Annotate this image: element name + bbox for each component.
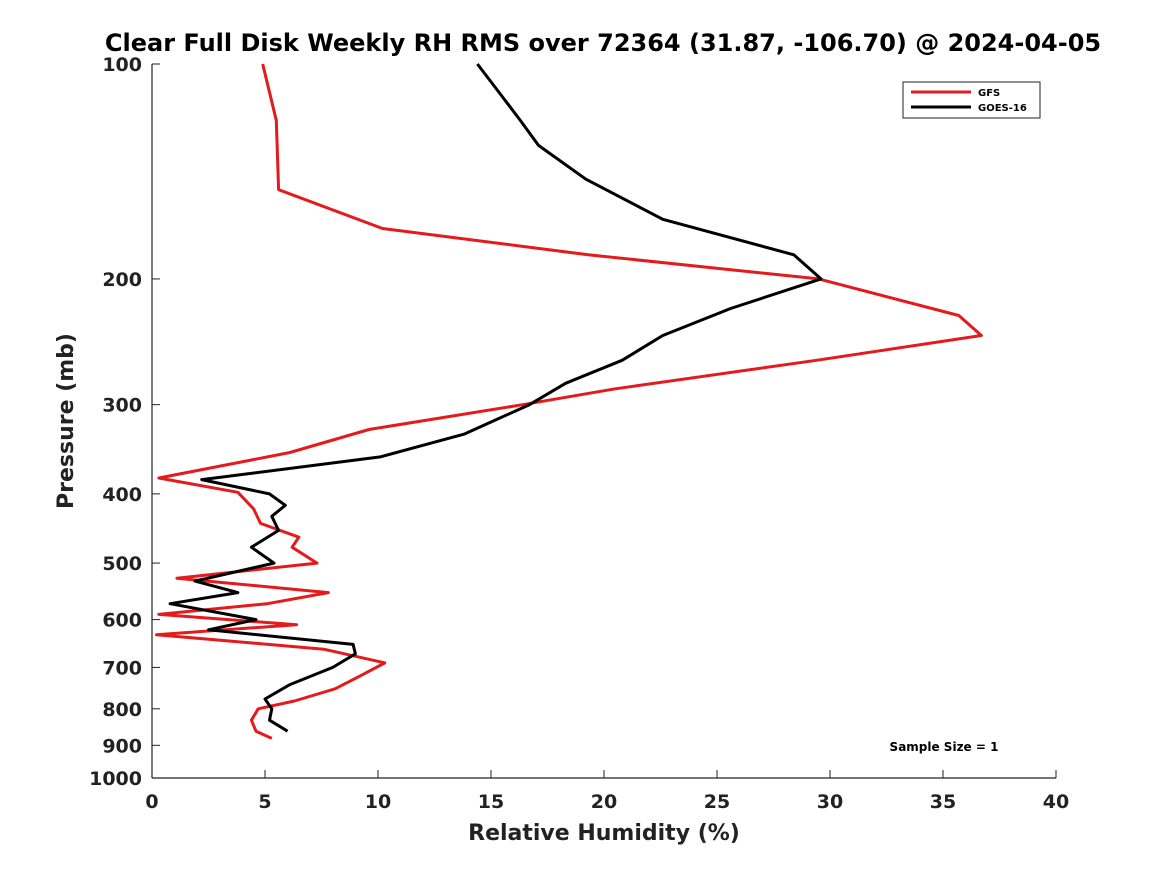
x-tick-label: 15 bbox=[478, 791, 504, 813]
series-layer bbox=[155, 63, 983, 740]
y-tick-label: 300 bbox=[102, 395, 142, 417]
x-tick-label: 10 bbox=[365, 791, 391, 813]
x-tick-label: 40 bbox=[1043, 791, 1069, 813]
y-tick-label: 600 bbox=[102, 610, 142, 632]
x-tick-label: 35 bbox=[930, 791, 956, 813]
x-tick-label: 20 bbox=[591, 791, 617, 813]
series-line-goes-16 bbox=[168, 63, 823, 733]
sample-size-annotation: Sample Size = 1 bbox=[890, 740, 999, 754]
chart-title: Clear Full Disk Weekly RH RMS over 72364… bbox=[105, 29, 1101, 57]
x-tick-label: 5 bbox=[258, 791, 271, 813]
legend-box bbox=[902, 81, 1041, 119]
x-axis-label: Relative Humidity (%) bbox=[468, 821, 740, 846]
legend-label: GOES-16 bbox=[978, 103, 1027, 114]
x-tick-label: 0 bbox=[145, 791, 158, 813]
legend-label: GFS bbox=[978, 88, 1000, 99]
y-axis-label: Pressure (mb) bbox=[54, 333, 79, 509]
series-line-gfs bbox=[155, 63, 983, 740]
legend: GFS GOES-16 bbox=[902, 81, 1041, 119]
y-tick-label: 1000 bbox=[89, 768, 142, 790]
y-tick-label: 900 bbox=[102, 735, 142, 757]
y-tick-label: 400 bbox=[102, 484, 142, 506]
y-tick-label: 200 bbox=[102, 269, 142, 291]
x-tick-label: 30 bbox=[817, 791, 843, 813]
x-tick-label: 25 bbox=[704, 791, 730, 813]
y-tick-label: 100 bbox=[102, 54, 142, 76]
y-tick-label: 500 bbox=[102, 553, 142, 575]
axes: 0 5 10 15 20 25 30 35 40 100 200 300 400 500 600 700 800… bbox=[89, 54, 1069, 813]
y-tick-label: 800 bbox=[102, 699, 142, 721]
y-tick-label: 700 bbox=[102, 657, 142, 679]
